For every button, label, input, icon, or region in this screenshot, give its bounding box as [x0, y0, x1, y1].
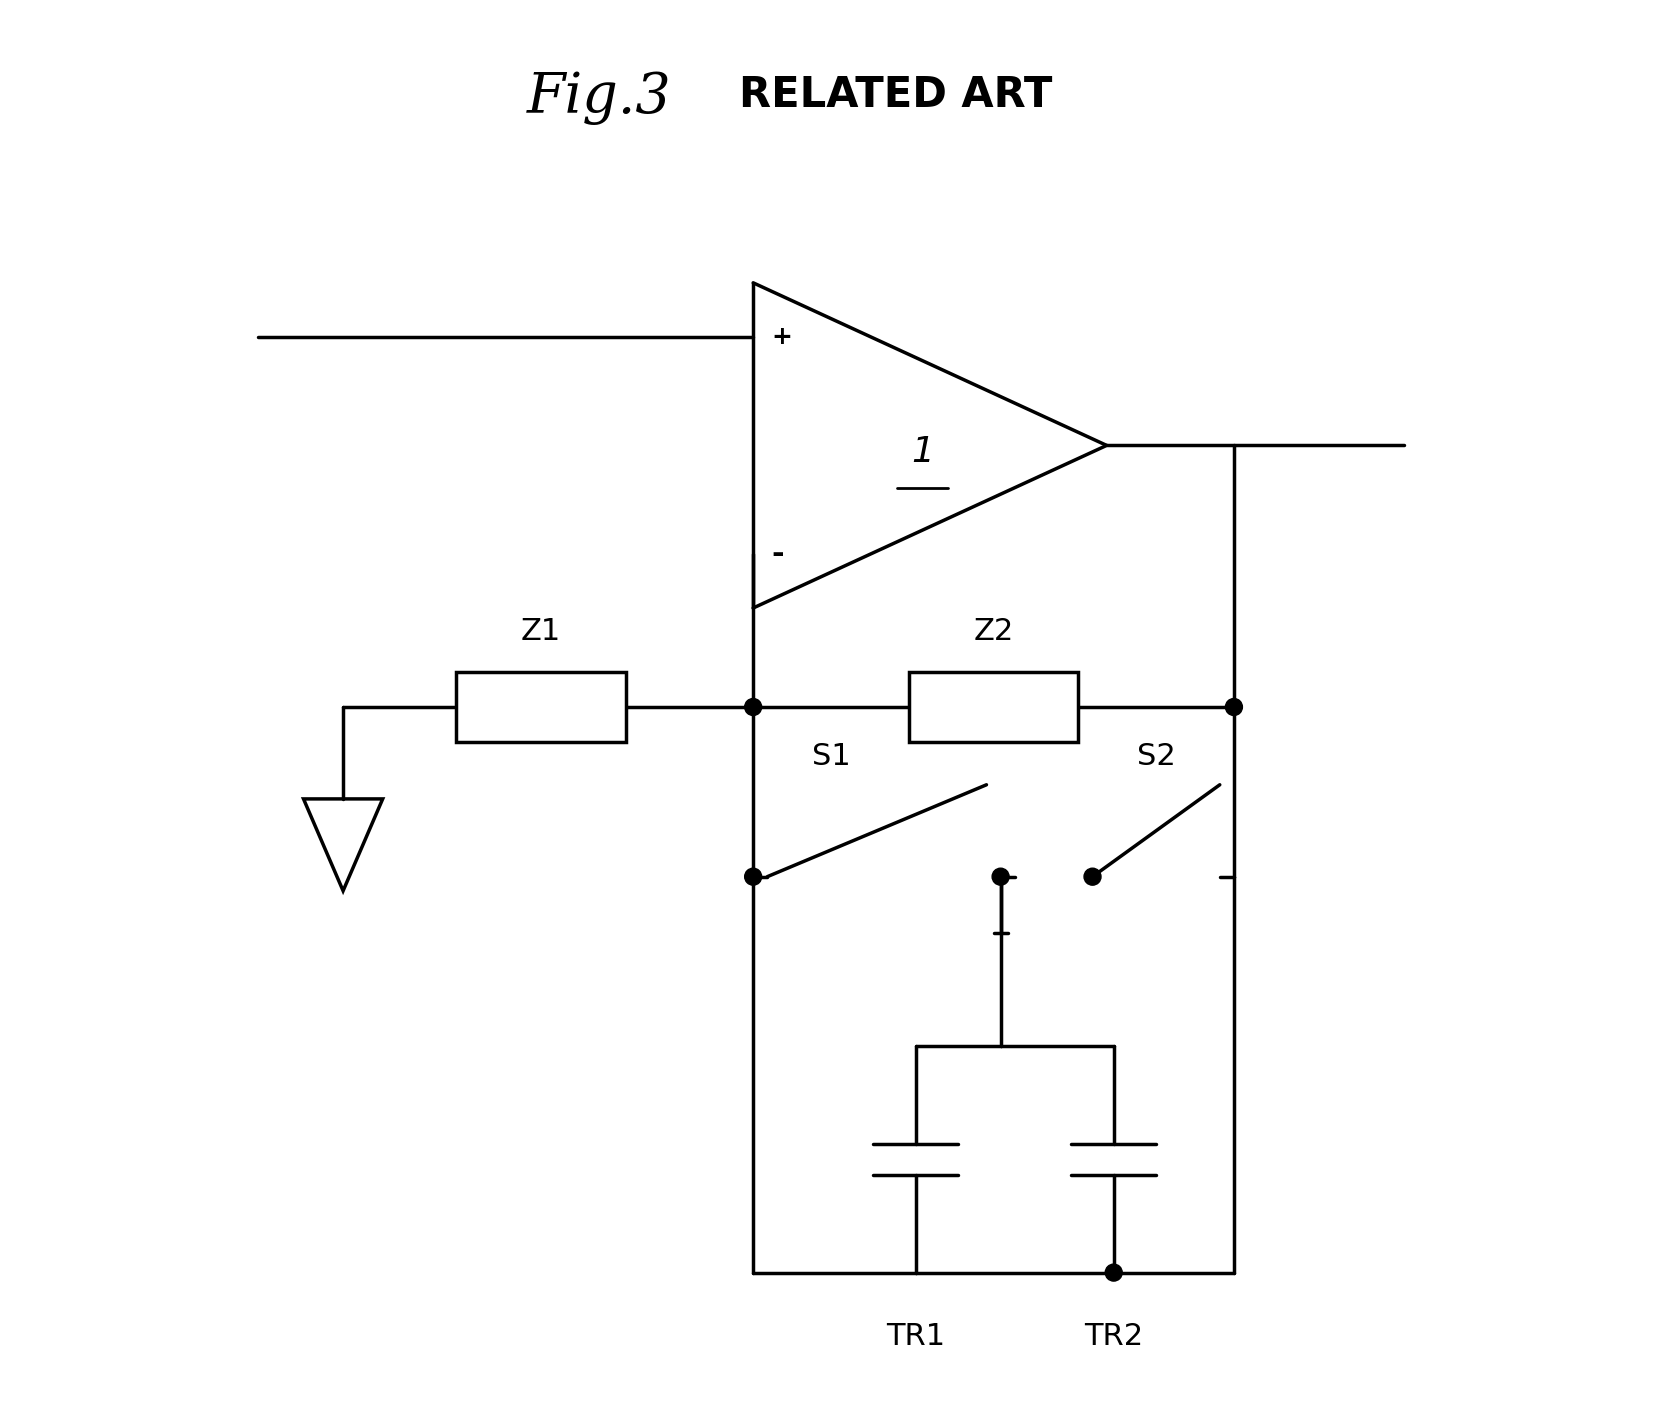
Circle shape — [744, 868, 761, 885]
Circle shape — [992, 868, 1009, 885]
Text: TR1: TR1 — [887, 1322, 945, 1352]
Text: S1: S1 — [811, 741, 850, 771]
Text: +: + — [771, 325, 793, 348]
Text: Z2: Z2 — [974, 617, 1014, 646]
Text: -: - — [771, 540, 784, 568]
Circle shape — [1084, 868, 1101, 885]
Circle shape — [744, 699, 761, 715]
Text: S2: S2 — [1136, 741, 1175, 771]
Text: RELATED ART: RELATED ART — [739, 74, 1053, 116]
Text: 1: 1 — [912, 436, 934, 469]
FancyBboxPatch shape — [908, 672, 1078, 742]
Text: TR2: TR2 — [1084, 1322, 1143, 1352]
FancyBboxPatch shape — [456, 672, 625, 742]
Text: Fig.3: Fig.3 — [526, 71, 672, 126]
Circle shape — [1225, 699, 1242, 715]
Text: Z1: Z1 — [521, 617, 561, 646]
Circle shape — [1104, 1264, 1123, 1281]
